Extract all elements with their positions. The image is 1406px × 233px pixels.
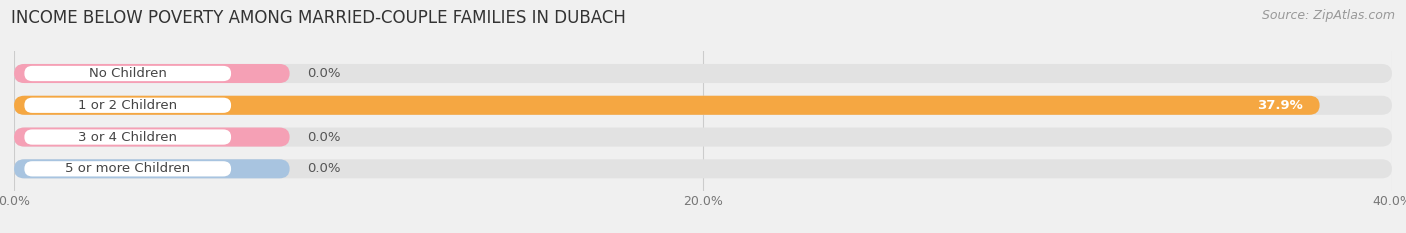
Text: 5 or more Children: 5 or more Children: [65, 162, 190, 175]
Text: 1 or 2 Children: 1 or 2 Children: [79, 99, 177, 112]
FancyBboxPatch shape: [14, 64, 1392, 83]
FancyBboxPatch shape: [14, 159, 1392, 178]
FancyBboxPatch shape: [24, 161, 231, 176]
FancyBboxPatch shape: [14, 64, 290, 83]
FancyBboxPatch shape: [14, 96, 1320, 115]
Text: 0.0%: 0.0%: [307, 162, 340, 175]
Text: INCOME BELOW POVERTY AMONG MARRIED-COUPLE FAMILIES IN DUBACH: INCOME BELOW POVERTY AMONG MARRIED-COUPL…: [11, 9, 626, 27]
FancyBboxPatch shape: [24, 98, 231, 113]
Text: 3 or 4 Children: 3 or 4 Children: [79, 130, 177, 144]
FancyBboxPatch shape: [24, 129, 231, 145]
Text: 37.9%: 37.9%: [1257, 99, 1302, 112]
Text: 0.0%: 0.0%: [307, 67, 340, 80]
FancyBboxPatch shape: [24, 66, 231, 81]
FancyBboxPatch shape: [14, 96, 1392, 115]
Text: No Children: No Children: [89, 67, 167, 80]
Text: Source: ZipAtlas.com: Source: ZipAtlas.com: [1261, 9, 1395, 22]
FancyBboxPatch shape: [14, 159, 290, 178]
Text: 0.0%: 0.0%: [307, 130, 340, 144]
FancyBboxPatch shape: [14, 127, 1392, 147]
FancyBboxPatch shape: [14, 127, 290, 147]
